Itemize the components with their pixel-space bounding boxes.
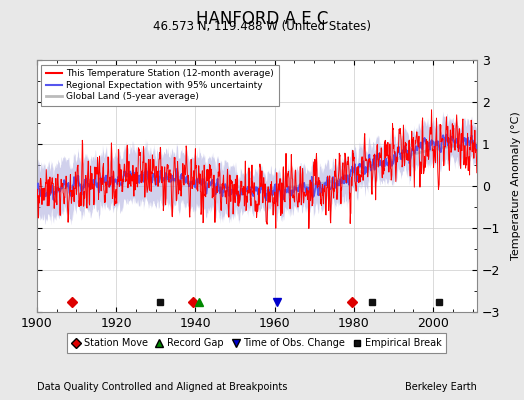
Text: Data Quality Controlled and Aligned at Breakpoints: Data Quality Controlled and Aligned at B… — [37, 382, 287, 392]
Y-axis label: Temperature Anomaly (°C): Temperature Anomaly (°C) — [511, 112, 521, 260]
Legend: This Temperature Station (12-month average), Regional Expectation with 95% uncer: This Temperature Station (12-month avera… — [41, 64, 279, 106]
Legend: Station Move, Record Gap, Time of Obs. Change, Empirical Break: Station Move, Record Gap, Time of Obs. C… — [67, 333, 446, 353]
Text: HANFORD A E C: HANFORD A E C — [196, 10, 328, 28]
Text: Berkeley Earth: Berkeley Earth — [405, 382, 477, 392]
Text: 46.573 N, 119.488 W (United States): 46.573 N, 119.488 W (United States) — [153, 20, 371, 33]
